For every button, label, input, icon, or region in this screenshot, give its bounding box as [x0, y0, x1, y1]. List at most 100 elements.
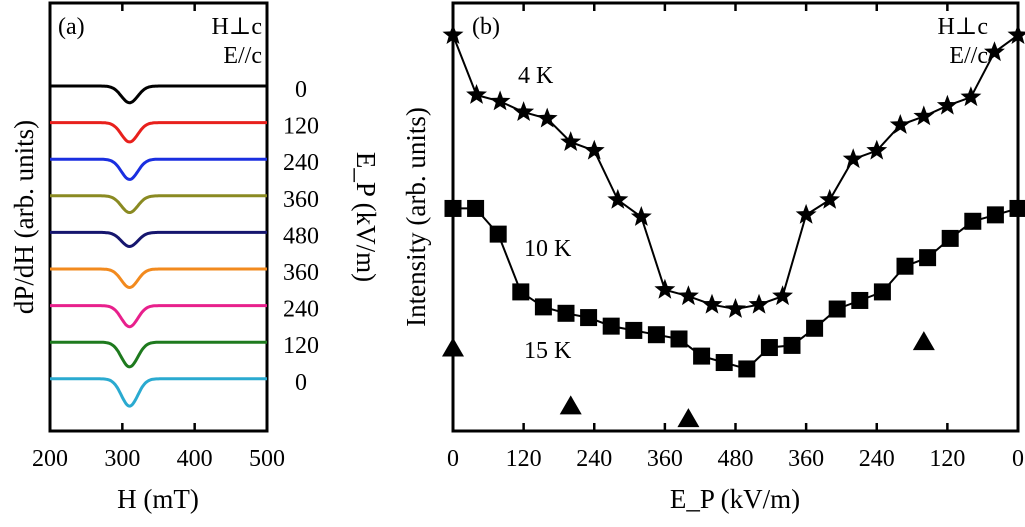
- data-point-square: [964, 212, 982, 230]
- data-point-square: [715, 354, 733, 372]
- data-point-star: [489, 90, 511, 111]
- panel-a-field-labels: 0 120 240 360 480 360 240 120 0: [283, 77, 319, 396]
- panel-a-x-tick-label: 500: [249, 446, 285, 472]
- data-point-square: [783, 336, 801, 354]
- data-point-star: [630, 206, 652, 226]
- data-point-star: [701, 293, 723, 314]
- panel-a-field-label: 360: [283, 187, 319, 213]
- panel-a-annotation-line1: H⊥c: [211, 14, 262, 40]
- data-point-star: [583, 139, 605, 160]
- data-point-square: [873, 283, 891, 301]
- data-point-square: [534, 298, 552, 316]
- data-point-star: [842, 148, 864, 169]
- data-point-star: [772, 285, 793, 306]
- panel-b-x-tick-label: 360: [647, 446, 683, 472]
- data-point-square: [986, 206, 1004, 224]
- data-point-star: [442, 24, 464, 44]
- panel-a-y-axis-label: dP/dH (arb. units): [9, 120, 39, 314]
- data-point-square: [625, 321, 643, 339]
- data-point-star: [889, 114, 911, 134]
- panel-a-x-axis-label: H (mT): [117, 484, 199, 514]
- data-point-star: [654, 278, 676, 299]
- epr-curve: [50, 304, 267, 329]
- data-point-star: [936, 94, 958, 115]
- data-point-star: [960, 86, 982, 107]
- data-point-star: [795, 203, 817, 224]
- data-point-star: [560, 131, 582, 151]
- panel-b-x-tick-label: 120: [929, 446, 965, 472]
- panel-a-field-label: 240: [283, 150, 319, 176]
- data-point-square: [760, 339, 778, 357]
- panel-a-right-axis-label: E_P (kV/m): [351, 152, 381, 282]
- panel-b-x-tick-label: 0: [447, 446, 459, 472]
- epr-curve: [50, 340, 267, 369]
- panel-b-x-tick-label: 480: [718, 446, 754, 472]
- panel-a-field-label: 0: [295, 370, 307, 396]
- panel-b-x-tick-label: 360: [788, 446, 824, 472]
- epr-curve: [50, 230, 267, 249]
- panel-b-series: [442, 24, 1025, 428]
- panel-b-x-ticks: 0 120 240 360 480 360 240 120 0: [447, 3, 1024, 472]
- panel-b-x-axis-label: E_P (kV/m): [670, 484, 800, 514]
- data-point-triangle: [442, 337, 464, 357]
- series-label-15k: 15 K: [524, 338, 572, 364]
- data-point-square: [693, 347, 711, 365]
- panel-b-x-tick-label: 240: [859, 446, 895, 472]
- panel-a-x-ticks: 200 300 400 500: [32, 3, 285, 472]
- data-point-triangle: [677, 408, 700, 428]
- data-point-square: [896, 257, 914, 275]
- data-point-square: [919, 249, 937, 267]
- panel-a-annotation-line2: E//c: [223, 43, 262, 69]
- data-point-star: [984, 41, 1005, 62]
- panel-b-x-tick-label: 240: [576, 446, 612, 472]
- data-point-square: [489, 225, 507, 243]
- data-point-square: [467, 199, 485, 217]
- panel-b-annotation-line2: E//c: [949, 43, 988, 69]
- panel-b: 0 120 240 360 480 360 240 120 0 (b) H⊥c E//c 4 K…: [401, 1, 1025, 514]
- epr-curve: [50, 377, 267, 408]
- panel-a-field-label: 360: [283, 260, 319, 286]
- panel-a-frame: [48, 1, 269, 433]
- epr-curve: [50, 194, 267, 214]
- panel-b-label: (b): [472, 14, 500, 40]
- data-point-square: [557, 304, 575, 322]
- data-point-square: [602, 317, 620, 335]
- data-point-star: [866, 139, 888, 160]
- data-point-star: [748, 293, 770, 314]
- series-label-4k: 4 K: [518, 63, 554, 89]
- data-point-square: [828, 300, 846, 318]
- data-point-star: [678, 285, 699, 306]
- data-point-star: [466, 84, 487, 104]
- panel-a: 200 300 400 500 0 120 240 360 480 360 240 120 0 (a)…: [9, 1, 381, 514]
- epr-curve: [50, 157, 267, 181]
- data-point-star: [607, 188, 629, 209]
- data-point-square: [738, 360, 756, 378]
- data-point-square: [512, 283, 530, 301]
- panel-a-field-label: 120: [283, 333, 319, 359]
- panel-b-x-tick-label: 0: [1012, 446, 1024, 472]
- panel-a-x-tick-label: 300: [104, 446, 140, 472]
- epr-curve: [50, 84, 267, 105]
- data-point-star: [513, 101, 535, 121]
- data-point-star: [819, 188, 841, 209]
- panel-a-field-label: 240: [283, 297, 319, 323]
- panel-a-field-label: 120: [283, 114, 319, 140]
- panel-a-field-label: 0: [295, 77, 307, 103]
- panel-a-field-label: 480: [283, 223, 319, 249]
- panel-a-label: (a): [58, 14, 85, 40]
- data-point-triangle: [559, 395, 582, 415]
- panel-a-curves: [50, 84, 267, 408]
- panel-a-x-tick-label: 200: [32, 446, 68, 472]
- series-label-10k: 10 K: [524, 236, 572, 262]
- data-point-triangle: [912, 331, 935, 351]
- panel-b-y-axis-label: Intensity (arb. units): [401, 107, 431, 327]
- data-point-square: [670, 330, 688, 348]
- data-point-star: [913, 105, 935, 126]
- panel-a-x-tick-label: 400: [177, 446, 213, 472]
- data-point-square: [1009, 199, 1025, 217]
- data-point-star: [536, 107, 558, 128]
- data-point-star: [1007, 24, 1025, 44]
- data-point-square: [580, 309, 598, 327]
- panel-b-annotation-line1: H⊥c: [937, 14, 988, 40]
